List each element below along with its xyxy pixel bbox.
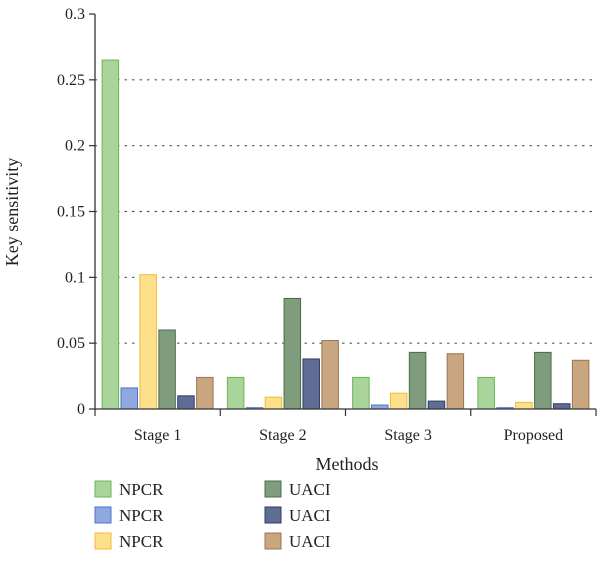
legend-item: UACI bbox=[264, 506, 331, 525]
bar bbox=[515, 401, 533, 410]
legend-label: NPCR bbox=[119, 506, 164, 525]
bar bbox=[139, 274, 157, 410]
legend-swatch bbox=[264, 506, 282, 524]
legend-swatch bbox=[94, 532, 112, 550]
y-tick-label: 0.15 bbox=[57, 204, 85, 221]
bar bbox=[534, 351, 552, 410]
legend-item: NPCR bbox=[94, 532, 164, 551]
legend-label: UACI bbox=[289, 506, 331, 525]
y-tick-label: 0.1 bbox=[65, 269, 85, 286]
legend-item: NPCR bbox=[94, 480, 164, 499]
y-tick-label: 0.2 bbox=[65, 138, 85, 155]
legend: NPCR NPCR NPCR UACI UACI UACI bbox=[94, 480, 331, 551]
legend-label: UACI bbox=[289, 532, 331, 551]
bar bbox=[264, 396, 283, 410]
y-tick-label: 0 bbox=[77, 401, 85, 418]
y-tick-label: 0.3 bbox=[65, 6, 85, 23]
bar bbox=[552, 403, 571, 410]
legend-label: NPCR bbox=[119, 532, 164, 551]
bar bbox=[226, 376, 245, 410]
x-tick-label: Proposed bbox=[504, 427, 564, 444]
bar bbox=[427, 400, 446, 410]
bar bbox=[408, 351, 427, 410]
legend-swatch bbox=[94, 480, 112, 498]
legend-item: NPCR bbox=[94, 506, 164, 525]
axes bbox=[89, 13, 597, 416]
x-tick-label: Stage 3 bbox=[384, 427, 432, 444]
legend-swatch bbox=[264, 532, 282, 550]
x-axis-title: Methods bbox=[316, 454, 379, 474]
y-tick-label: 0.25 bbox=[57, 72, 85, 89]
legend-item: UACI bbox=[264, 480, 331, 499]
legend-swatch bbox=[264, 480, 282, 498]
bar bbox=[389, 392, 408, 410]
legend-label: NPCR bbox=[119, 480, 164, 499]
bar bbox=[177, 395, 195, 410]
bar bbox=[571, 359, 590, 410]
bar bbox=[196, 376, 214, 410]
bar bbox=[321, 340, 339, 410]
bar bbox=[352, 376, 370, 410]
legend-item: UACI bbox=[264, 532, 331, 551]
legend-swatch bbox=[94, 506, 112, 524]
bar bbox=[158, 329, 176, 410]
x-tick-label: Stage 1 bbox=[134, 427, 182, 444]
bar bbox=[101, 59, 120, 410]
y-tick-labels: 0 0.05 0.1 0.15 0.2 0.25 0.3 bbox=[57, 6, 85, 418]
bar bbox=[302, 358, 320, 410]
legend-label: UACI bbox=[289, 480, 331, 499]
bar bbox=[477, 376, 495, 410]
bar bbox=[446, 353, 465, 410]
y-axis-title: Key sensitivity bbox=[2, 158, 22, 267]
x-tick-label: Stage 2 bbox=[259, 427, 307, 444]
x-tick-labels: Stage 1 Stage 2 Stage 3 Proposed bbox=[134, 427, 563, 444]
bar bbox=[283, 297, 302, 410]
grid-lines bbox=[94, 79, 597, 344]
bar bbox=[120, 387, 139, 410]
y-tick-label: 0.05 bbox=[57, 335, 85, 352]
bars bbox=[101, 59, 590, 410]
